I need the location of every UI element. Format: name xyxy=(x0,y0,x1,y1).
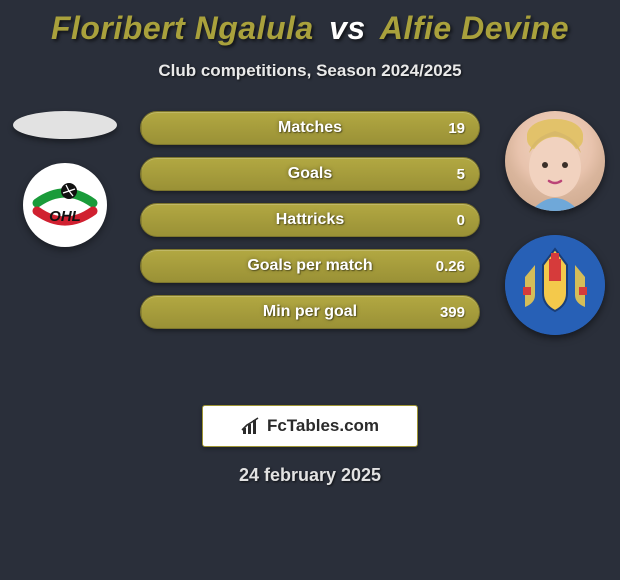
left-column: OHL xyxy=(10,111,120,247)
brand-box[interactable]: FcTables.com xyxy=(202,405,418,447)
content-area: OHL xyxy=(0,111,620,391)
stat-value-right: 5 xyxy=(457,166,465,183)
subtitle: Club competitions, Season 2024/2025 xyxy=(0,61,620,81)
player2-photo xyxy=(505,111,605,211)
stat-row: Hattricks 0 xyxy=(140,203,480,237)
stat-fill-left xyxy=(141,250,142,282)
stat-fill-left xyxy=(141,296,142,328)
player2-face-icon xyxy=(505,111,605,211)
stat-label: Hattricks xyxy=(276,211,344,229)
stat-value-right: 19 xyxy=(448,120,465,137)
player1-name: Floribert Ngalula xyxy=(51,10,314,46)
crest-icon xyxy=(505,235,605,335)
stat-label: Min per goal xyxy=(263,303,357,321)
player1-placeholder xyxy=(13,111,117,139)
ohl-logo-icon: OHL xyxy=(23,163,107,247)
stats-list: Matches 19 Goals 5 Hattricks 0 Goals per match… xyxy=(140,111,480,329)
date-label: 24 february 2025 xyxy=(0,465,620,486)
stat-row: Matches 19 xyxy=(140,111,480,145)
vs-label: vs xyxy=(329,10,366,46)
stat-label: Goals per match xyxy=(247,257,372,275)
stat-row: Goals 5 xyxy=(140,157,480,191)
stat-value-right: 0 xyxy=(457,212,465,229)
stat-label: Goals xyxy=(288,165,332,183)
right-column xyxy=(500,111,610,335)
stat-fill-left xyxy=(141,204,142,236)
player2-name: Alfie Devine xyxy=(380,10,569,46)
stat-label: Matches xyxy=(278,119,342,137)
player1-club-logo: OHL xyxy=(23,163,107,247)
stat-value-right: 0.26 xyxy=(436,258,465,275)
stat-fill-left xyxy=(141,158,142,190)
stat-row: Goals per match 0.26 xyxy=(140,249,480,283)
comparison-title: Floribert Ngalula vs Alfie Devine xyxy=(0,0,620,47)
stat-fill-left xyxy=(141,112,142,144)
player2-club-crest xyxy=(505,235,605,335)
brand-text: FcTables.com xyxy=(267,416,379,436)
svg-text:OHL: OHL xyxy=(49,208,81,225)
stat-value-right: 399 xyxy=(440,304,465,321)
stat-row: Min per goal 399 xyxy=(140,295,480,329)
chart-icon xyxy=(241,416,261,436)
